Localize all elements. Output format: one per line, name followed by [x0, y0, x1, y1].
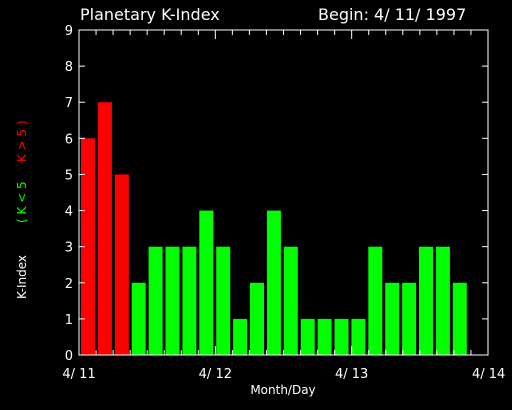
bar — [199, 210, 214, 355]
bar — [283, 246, 298, 355]
bar — [368, 246, 383, 355]
bar — [419, 246, 433, 355]
bar — [317, 318, 332, 355]
y-tick-label: 6 — [65, 132, 73, 147]
bar — [97, 102, 112, 355]
chart-title: Planetary K-Index — [80, 5, 220, 24]
legend-low: ( K < 5 — [15, 181, 29, 223]
y-tick-label: 0 — [65, 349, 73, 364]
bar — [452, 282, 467, 355]
y-tick-label: 8 — [65, 60, 73, 75]
bar — [131, 282, 146, 355]
bar — [266, 210, 281, 355]
y-tick-label: 5 — [65, 168, 73, 183]
y-tick-label: 7 — [65, 96, 73, 111]
bar — [216, 246, 231, 355]
bar — [233, 318, 248, 355]
legend-high: K > 5 ) — [15, 120, 29, 162]
begin-date-label: Begin: 4/ 11/ 1997 — [318, 5, 466, 24]
x-ticks-group: 4/ 11 4/ 12 4/ 13 4/ 14 — [62, 30, 505, 382]
x-tick-label: 4/ 14 — [472, 367, 505, 382]
bar — [148, 246, 163, 355]
x-tick-label: 4/ 11 — [62, 367, 95, 382]
bar — [435, 246, 450, 355]
y-axis-label: K-Index — [15, 255, 29, 299]
bar — [385, 282, 400, 355]
y-tick-label: 3 — [65, 241, 73, 256]
y-axis-label-group: K-Index ( K < 5 K > 5 ) — [15, 120, 29, 299]
bar — [300, 318, 315, 355]
bar — [334, 318, 349, 355]
y-ticks-group: 0 1 2 3 4 5 6 7 8 9 — [65, 24, 488, 364]
bar — [402, 282, 417, 355]
x-axis-label: Month/Day — [250, 383, 315, 397]
bar — [81, 138, 95, 355]
y-tick-label: 1 — [65, 313, 73, 328]
y-tick-label: 4 — [65, 205, 73, 220]
x-tick-label: 4/ 13 — [335, 367, 368, 382]
bars-group — [81, 102, 467, 355]
y-tick-label: 2 — [65, 277, 73, 292]
y-tick-label: 9 — [65, 24, 73, 39]
bar — [182, 246, 197, 355]
bar — [165, 246, 180, 355]
bar — [250, 282, 264, 355]
bar — [351, 318, 366, 355]
bar — [114, 174, 129, 355]
x-tick-label: 4/ 12 — [199, 367, 232, 382]
plot-frame — [78, 29, 489, 356]
